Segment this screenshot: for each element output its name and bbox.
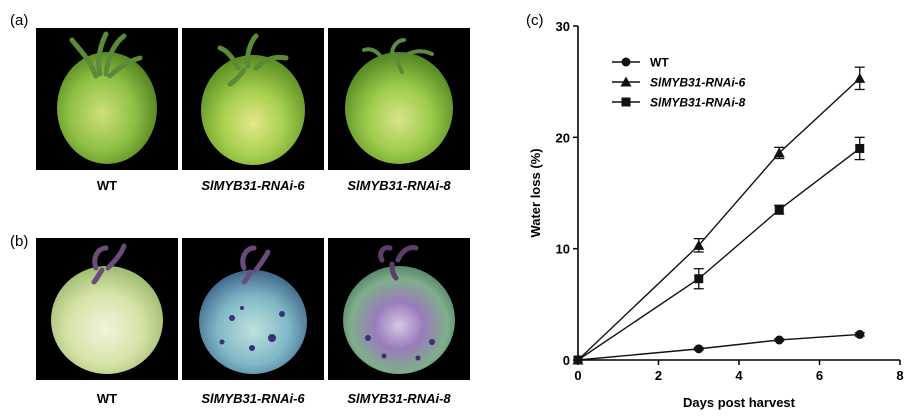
y-axis-label: Water loss (%) [528, 148, 543, 237]
point-0-2 [774, 335, 784, 345]
series-1 [572, 66, 866, 365]
series-2 [573, 136, 865, 365]
tomato-photo-rnai8-a [328, 28, 470, 170]
chart-axes: 0 10 20 30 0 2 4 6 8 [556, 19, 904, 383]
legend-marker-2 [621, 97, 631, 107]
legend-marker-1 [620, 76, 632, 87]
caption-b-3: SlMYB31-RNAi-8 [347, 391, 451, 406]
caption-b-1: WT [96, 391, 118, 406]
caption-b-2: SlMYB31-RNAi-6 [201, 391, 305, 406]
y-tick-label-10: 10 [556, 242, 570, 257]
point-2-1 [694, 274, 704, 284]
point-0-1 [694, 344, 704, 354]
tomato-photo-wt-b [36, 238, 178, 380]
legend-label-1: SlMYB31-RNAi-6 [650, 76, 746, 90]
point-1-1 [693, 239, 705, 250]
point-1-3 [854, 72, 866, 83]
point-0-3 [855, 329, 865, 339]
point-2-3 [855, 143, 865, 153]
series-line-0 [577, 333, 860, 361]
x-tick-label-2: 2 [655, 368, 662, 383]
chart-series [572, 66, 866, 365]
panel-label-c: (c) [526, 12, 544, 29]
series-line-2 [577, 147, 861, 361]
x-tick-label-4: 4 [735, 368, 743, 383]
point-2-0 [573, 355, 583, 365]
caption-a-2: SlMYB31-RNAi-6 [201, 178, 305, 193]
tomato-photo-rnai8-b [328, 238, 470, 380]
y-tick-label-0: 0 [563, 353, 570, 368]
y-tick-label-30: 30 [556, 19, 570, 34]
x-tick-label-0: 0 [574, 368, 581, 383]
legend-label-0: WT [650, 56, 669, 70]
y-tick-label-20: 20 [556, 130, 570, 145]
legend-label-2: SlMYB31-RNAi-8 [650, 96, 746, 110]
tomato-photo-rnai6-a [182, 28, 324, 170]
series-line-1 [577, 77, 861, 361]
x-tick-label-8: 8 [896, 368, 903, 383]
point-1-2 [773, 147, 785, 158]
point-2-2 [774, 205, 784, 215]
tomato-photo-wt-a [36, 28, 178, 170]
tomato-photo-rnai6-b [182, 238, 324, 380]
water-loss-chart: 0 10 20 30 0 2 4 6 8 WT SlMYB31-RNAi-6 SlMYB31-RNA… [528, 19, 904, 410]
x-tick-label-6: 6 [816, 368, 823, 383]
x-axis-label: Days post harvest [683, 395, 796, 410]
caption-a-1: WT [96, 178, 118, 193]
legend-marker-0 [621, 57, 631, 67]
panel-label-b: (b) [10, 233, 29, 250]
chart-legend: WT SlMYB31-RNAi-6 SlMYB31-RNAi-8 [612, 56, 746, 110]
panel-label-a: (a) [10, 12, 29, 29]
caption-a-3: SlMYB31-RNAi-8 [347, 178, 451, 193]
